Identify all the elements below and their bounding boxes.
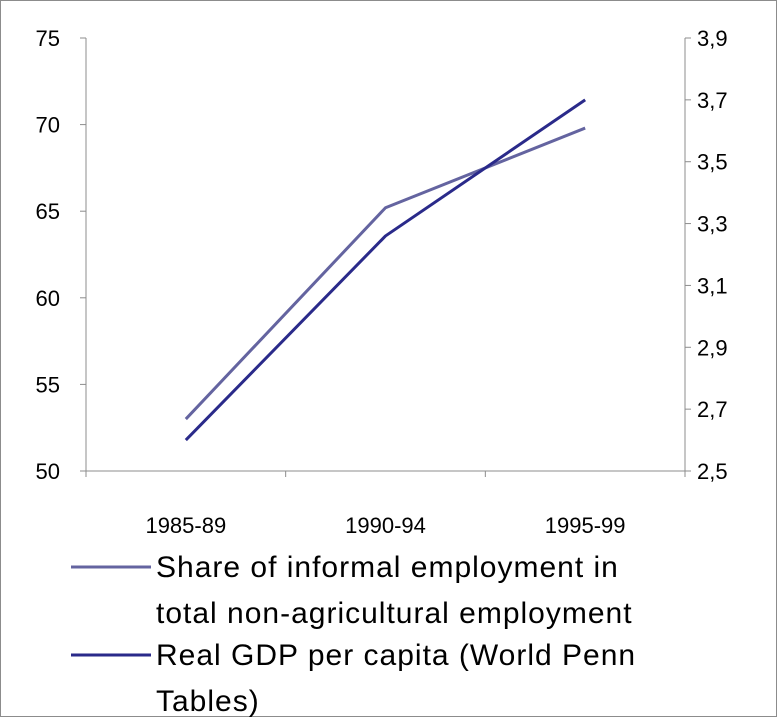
y-right-tick-label: 2,7 [697, 397, 728, 422]
y-left-tick-label: 75 [36, 26, 60, 51]
x-tick-label: 1985-89 [145, 513, 226, 538]
y-right-tick-label: 3,5 [697, 150, 728, 175]
legend-label-2: Tables) [156, 685, 260, 718]
legend-label-1: Share of informal employment in [156, 551, 619, 584]
y-left-tick-label: 60 [36, 286, 60, 311]
y-left-tick-label: 70 [36, 113, 60, 138]
legend: Share of informal employment in total non… [71, 551, 636, 718]
legend-label-1: total non-agricultural employment [156, 597, 633, 630]
y-left-tick-label: 55 [36, 372, 60, 397]
y-right-tick-label: 2,9 [697, 335, 728, 360]
y-left-tick-label: 50 [36, 459, 60, 484]
series-line-1 [184, 126, 586, 421]
y-right-tick-label: 3,7 [697, 88, 728, 113]
x-tick-label: 1990-94 [345, 513, 426, 538]
series-lines [184, 98, 587, 442]
y-right-tick-label: 3,9 [697, 26, 728, 51]
y-left-tick-label: 65 [36, 199, 60, 224]
x-tick-label: 1995-99 [545, 513, 626, 538]
y-right-tick-label: 3,1 [697, 273, 728, 298]
y-right-tick-label: 2,5 [697, 459, 728, 484]
legend-label-2: Real GDP per capita (World Penn [156, 639, 636, 672]
axes: 50 55 60 65 70 75 2,5 2,7 2,9 3,1 3,3 3,5 3,7 3,9 [36, 26, 728, 484]
series-line-2 [184, 98, 587, 442]
y-right-tick-label: 3,3 [697, 212, 728, 237]
x-tick-labels: 1985-89 1990-94 1995-99 [145, 513, 625, 538]
